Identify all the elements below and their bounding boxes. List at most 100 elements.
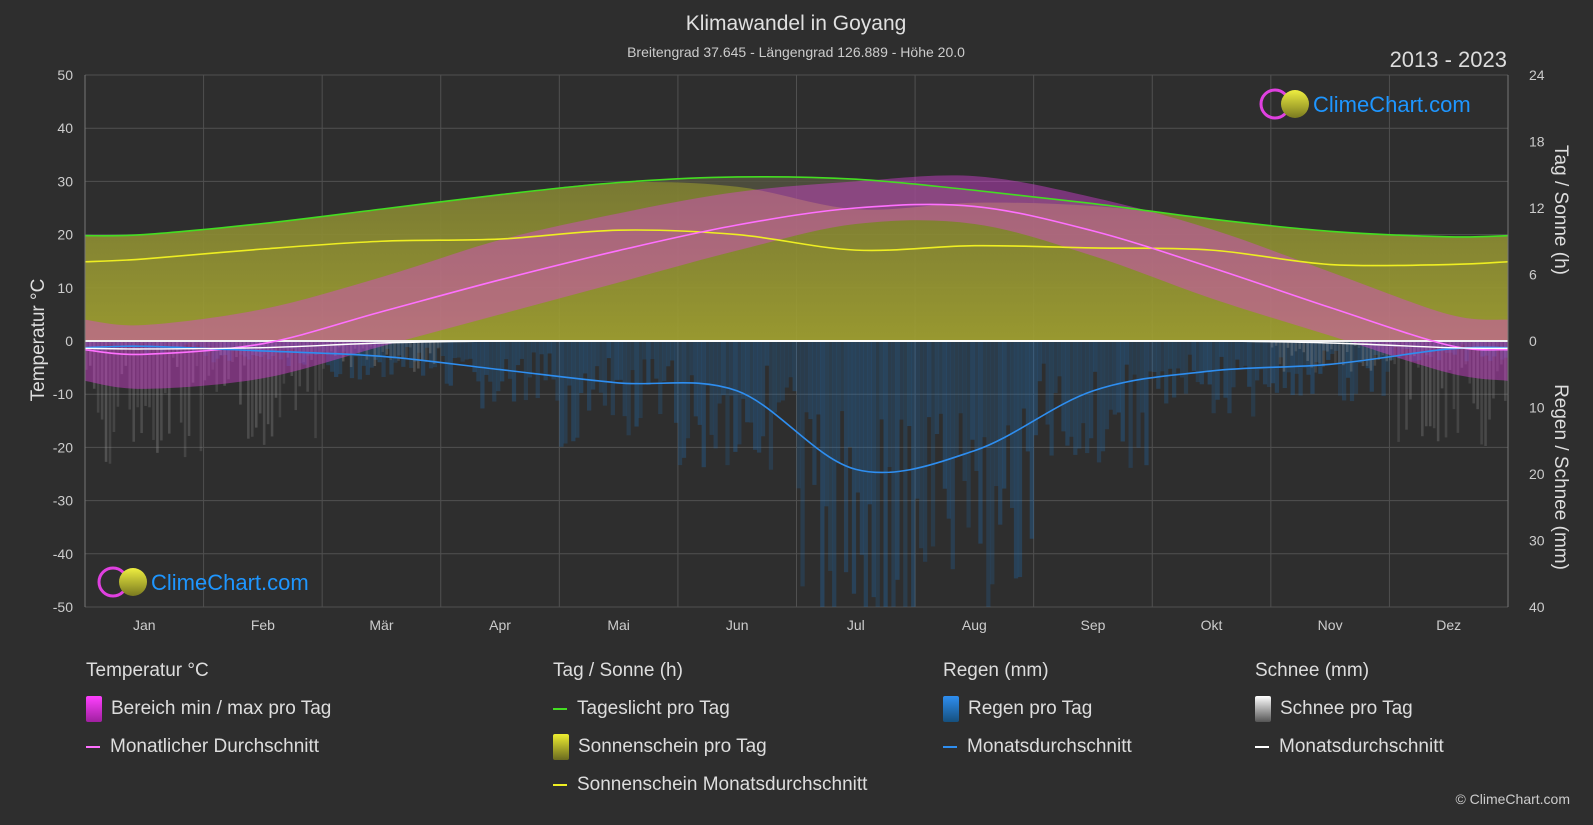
rain-bar (1061, 341, 1066, 432)
x-tick-label: Jul (847, 617, 865, 633)
y-right-bottom-tick-label: 40 (1529, 599, 1545, 615)
snow-bar (183, 341, 187, 458)
rain-bar (1187, 341, 1193, 355)
snow-bar (1409, 341, 1412, 400)
rain-bar (662, 341, 667, 382)
rain-bar (784, 341, 789, 388)
rain-bar (1207, 341, 1212, 385)
rain-bar (179, 341, 185, 349)
rain-bar (630, 341, 635, 371)
x-tick-label: Sep (1080, 617, 1105, 633)
logo-bottom[interactable]: ClimeChart.com (97, 566, 309, 598)
rain-bar (104, 341, 110, 346)
rain-bar (547, 341, 552, 354)
rain-bar (839, 341, 845, 412)
snow-bar (345, 341, 349, 354)
rain-bar (602, 341, 608, 406)
rain-bar (227, 341, 232, 361)
rain-bar (721, 341, 726, 396)
legend-title: Tag / Sonne (h) (553, 660, 683, 681)
rain-bar (85, 341, 90, 349)
rain-bar (954, 341, 959, 456)
rain-bar (373, 341, 378, 360)
snow-bar (1444, 341, 1448, 438)
snow-bar (1290, 341, 1294, 356)
snow-bar (1468, 341, 1472, 384)
rain-bar (1266, 341, 1272, 388)
x-tick-label: Mai (607, 617, 630, 633)
rain-bar (318, 341, 323, 354)
rain-bar (1413, 341, 1418, 362)
snow-bar (266, 341, 270, 425)
rain-bar (496, 341, 501, 392)
rain-bar (820, 341, 825, 607)
rain-bar (756, 341, 762, 453)
snow-swatch (1255, 696, 1271, 722)
rain-bar (1235, 341, 1240, 360)
snow-bar (1496, 341, 1499, 372)
rain-bar (92, 341, 98, 351)
y-left-tick-label: 30 (57, 173, 73, 189)
rain-bar (1349, 341, 1355, 402)
rain-bar (357, 341, 362, 380)
rain-bar (1089, 341, 1094, 439)
rain-bar (768, 341, 774, 470)
rain-bar (1124, 341, 1129, 365)
x-tick-label: Aug (962, 617, 987, 633)
legend-label: Sonnenschein Monatsdurchschnitt (577, 774, 868, 795)
snow-bar (409, 341, 412, 348)
rain-bar (278, 341, 283, 360)
axes: 50 40 30 20 10 0 -10 -20 -30 -40 -50 24 18 12 6 0 10 20 30… (53, 67, 1545, 633)
rain-bar (812, 341, 817, 485)
x-tick-label: Dez (1436, 617, 1461, 633)
rain-bar (1393, 341, 1398, 347)
snow-bar (357, 341, 361, 355)
snow-bar (1322, 341, 1325, 367)
rain-bar (306, 341, 311, 356)
snow-bar (310, 341, 313, 360)
rain-bar (468, 341, 473, 359)
snow-bar (140, 341, 143, 434)
rain-bar (120, 341, 125, 350)
snow-bar (258, 341, 262, 414)
snow-bar (1504, 341, 1507, 401)
rain-bar (1255, 341, 1260, 381)
rain-bar (1168, 341, 1173, 369)
rain-bar (385, 341, 390, 349)
legend-item: Monatlicher Durchschnitt (86, 728, 331, 766)
rain-bar (646, 341, 651, 385)
rain-bar (737, 341, 742, 445)
logo-top[interactable]: ClimeChart.com (1259, 88, 1471, 120)
rain-bar (982, 341, 987, 438)
snow-bar (211, 341, 215, 370)
y-left-tick-label: -30 (53, 493, 73, 509)
rain-bar (310, 341, 315, 353)
rain-bar (1424, 341, 1430, 356)
rain-bar (1069, 341, 1074, 437)
rain-bar (598, 341, 604, 393)
rain-bar (796, 341, 801, 489)
snow-bar (175, 341, 179, 367)
rain-avg-swatch (943, 746, 957, 748)
snow-bar (334, 341, 337, 356)
snow-bar (424, 341, 428, 363)
rain-bar (709, 341, 714, 435)
rain-bar (1322, 341, 1327, 351)
legend-item: Regen pro Tag (943, 690, 1132, 728)
rain-bar (824, 341, 829, 507)
rain-bar (1191, 341, 1197, 371)
rain-bar (1488, 341, 1493, 361)
rain-bar (1057, 341, 1062, 377)
rain-bar (583, 341, 588, 374)
rain-bars (85, 341, 1509, 607)
rain-bar (832, 341, 837, 607)
snow-bar (96, 341, 100, 413)
rain-bar (1345, 341, 1351, 378)
y-left-tick-label: 40 (57, 120, 73, 136)
snow-bar (1480, 341, 1483, 445)
snow-bar (85, 341, 88, 370)
rain-bar (349, 341, 355, 379)
rain-bar (1049, 341, 1054, 456)
snow-bar (1500, 341, 1503, 365)
snow-bar (1448, 341, 1452, 371)
